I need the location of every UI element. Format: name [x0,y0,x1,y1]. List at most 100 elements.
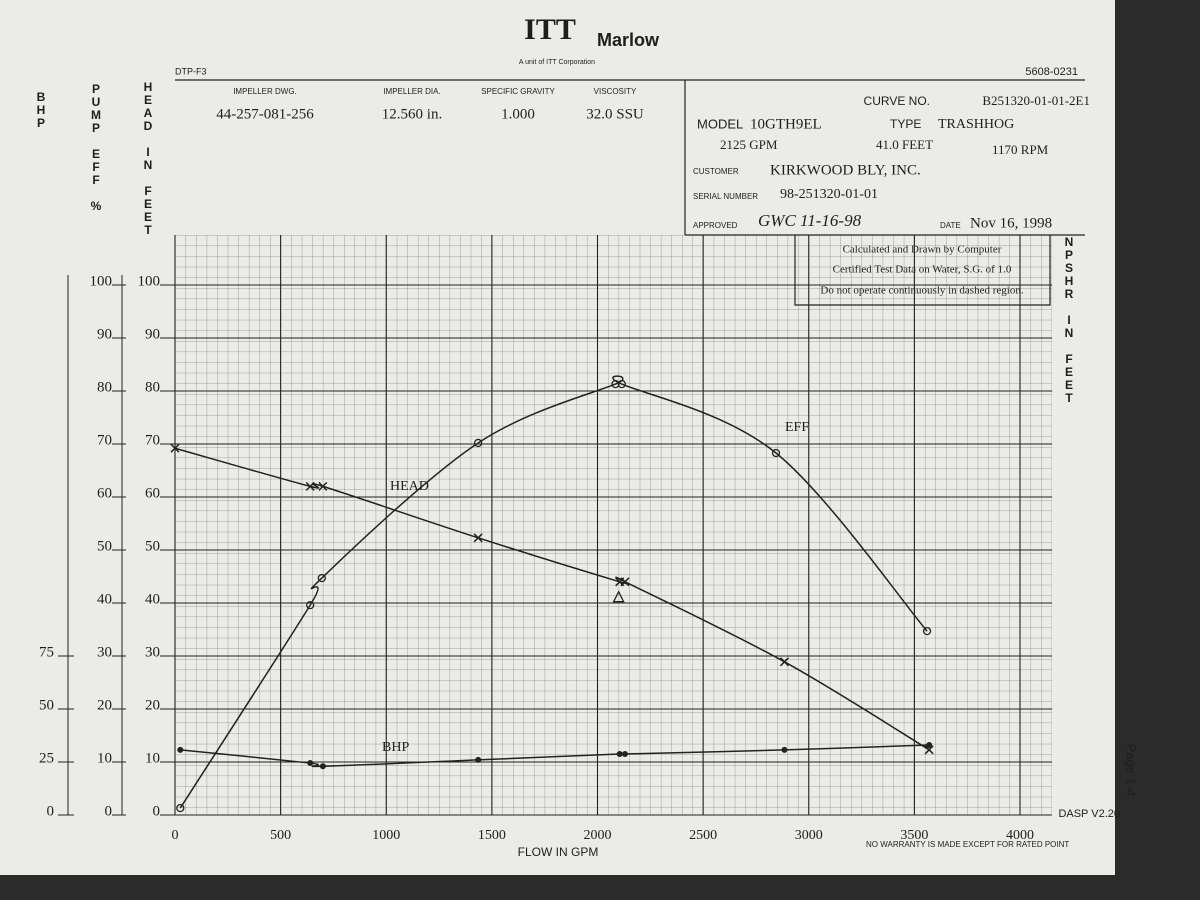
y2-tick-label: 50 [39,697,54,713]
marker [926,742,933,749]
rated-flow: 2125 GPM [720,137,778,152]
rated-head: 41.0 FEET [876,137,933,152]
field-label: IMPELLER DIA. [383,87,440,96]
date: Nov 16, 1998 [970,215,1052,231]
y-tick-label: 40 [145,591,160,607]
software: DASP V2.20 [1058,808,1120,820]
note: Calculated and Drawn by Computer [843,244,1002,256]
eff-tick-label: 20 [97,697,112,713]
marker [781,746,788,753]
eff-axis-title: PUMP EFF % [89,82,103,212]
page-number: Page 1-4 [1124,744,1139,797]
y-tick-label: 70 [145,432,160,448]
serial: 98-251320-01-01 [780,187,878,202]
type-label: TYPE [890,117,921,131]
curve-no-label: CURVE NO. [864,94,930,108]
marker [621,750,628,757]
x-tick-label: 2000 [584,828,612,843]
type: TRASHHOG [938,117,1014,132]
marker [473,533,483,543]
date-label: DATE [940,221,961,230]
eff-tick-label: 30 [97,644,112,660]
customer-label: CUSTOMER [693,167,739,176]
warranty: NO WARRANTY IS MADE EXCEPT FOR RATED POI… [866,840,1069,849]
customer: KIRKWOOD BLY, INC. [770,162,921,178]
graph-paper [175,235,1052,815]
eff-tick-label: 70 [97,432,112,448]
y-tick-label: 100 [138,273,161,289]
marker [779,657,789,667]
frame [175,79,1085,306]
logo: ITT [524,13,576,46]
x-tick-label: 3500 [900,828,928,843]
x-tick-label: 1500 [478,828,506,843]
marker [924,745,934,755]
y-tick-label: 60 [145,485,160,501]
y-tick-label: 30 [145,644,160,660]
marker [305,481,315,491]
curve-label: BHP [382,740,409,755]
eff-tick-label: 90 [97,326,112,342]
marker [176,803,185,813]
curve-label: EFF [785,420,809,435]
x-tick-label: 3000 [795,828,823,843]
eff-tick-label: 80 [97,379,112,395]
eff-tick-label: 100 [90,273,113,289]
npshr-axis-title: NPSHR IN FEET [1062,235,1076,404]
marker [475,756,482,763]
y-tick-label: 20 [145,697,160,713]
marker [319,763,326,770]
serial-label: SERIAL NUMBER [693,192,758,201]
y2-axis-title: BHP [34,90,48,129]
brand-name: Marlow [597,30,660,50]
marker [617,379,626,389]
field-value: 32.0 SSU [586,106,644,122]
marker [473,438,483,448]
field-value: 1.000 [501,106,535,122]
y2-tick-label: 0 [47,803,55,819]
marker [306,600,315,610]
approved-label: APPROVED [693,221,738,230]
marker [922,626,932,636]
x-tick-label: 2500 [689,828,717,843]
field-value: 12.560 in. [382,106,442,122]
curve [179,375,928,809]
note: Do not operate continuously in dashed re… [820,285,1023,297]
y-tick-label: 80 [145,379,160,395]
marker [611,379,620,389]
marker [170,443,180,453]
y-tick-label: 90 [145,326,160,342]
y-tick-label: 10 [145,750,160,766]
marker [620,577,630,587]
eff-tick-label: 40 [97,591,112,607]
x-tick-label: 1000 [372,828,400,843]
marker [317,573,326,583]
y2-tick-label: 75 [39,644,54,660]
note: Certified Test Data on Water, S.G. of 1.… [833,264,1012,276]
field-label: VISCOSITY [594,87,637,96]
doc-number: 5608-0231 [1025,66,1078,78]
brand-sub: A unit of ITT Corporation [519,59,595,66]
speed: 1170 RPM [992,142,1049,157]
x-tick-label: 500 [270,828,291,843]
marker [318,481,328,491]
marker [771,448,781,458]
y-tick-label: 0 [153,803,161,819]
marker [307,760,314,767]
x-tick-label: 4000 [1006,828,1034,843]
x-axis-title: FLOW IN GPM [518,845,599,859]
eff-tick-label: 60 [97,485,112,501]
marker [616,750,623,757]
field-label: IMPELLER DWG. [233,87,297,96]
y-axis-title: HEAD IN FEET [141,80,155,236]
field-value: 44-257-081-256 [216,106,314,122]
field-label: SPECIFIC GRAVITY [481,87,555,96]
rated-point [612,590,625,603]
model-label: MODEL [697,116,743,131]
model: 10GTH9EL [750,116,822,132]
marker [177,746,184,753]
curve-no: B251320-01-01-2E1 [982,93,1090,108]
y-tick-label: 50 [145,538,160,554]
